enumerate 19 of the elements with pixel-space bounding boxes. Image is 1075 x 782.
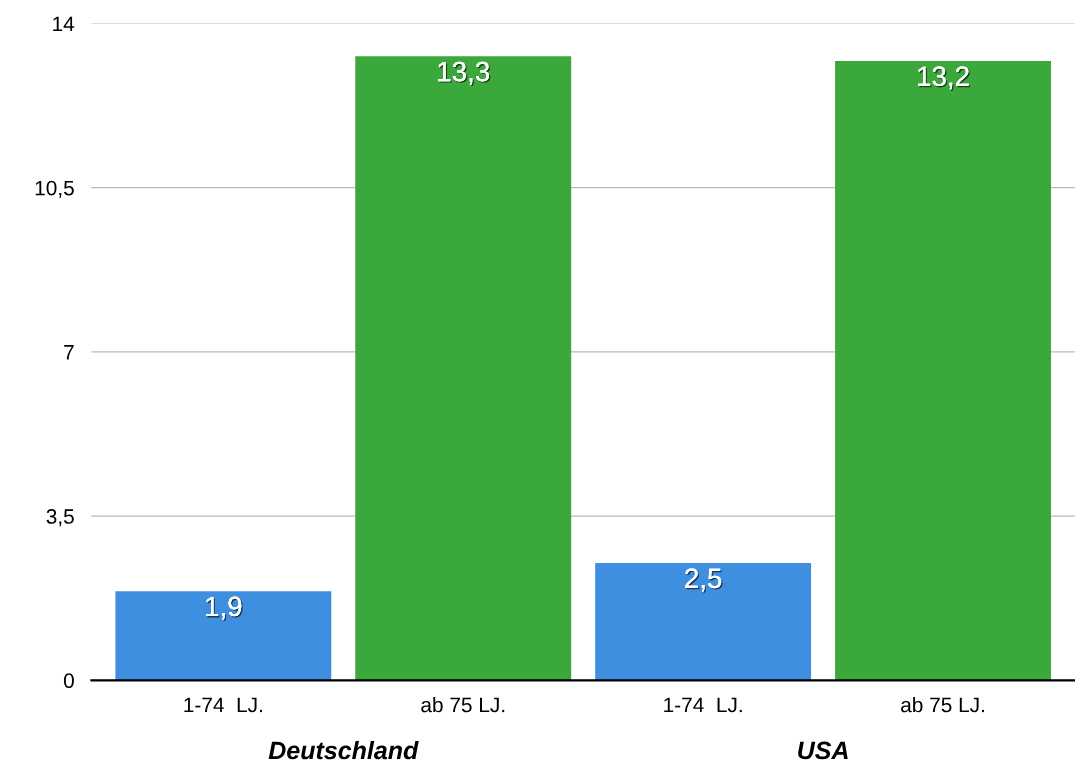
bar (595, 563, 812, 681)
text: Deutschland (268, 740, 419, 760)
x-tick-label: 1-74 LJ. (664, 697, 742, 713)
y-tick-label: 14 (53, 16, 75, 32)
data-label: 13,3 (438, 61, 491, 87)
y-tick-label: 0 (63, 673, 74, 689)
data-label: 2,5 (685, 568, 723, 593)
x-tick-label: 1-74 LJ. (184, 697, 262, 713)
x-tick-label: ab 75 LJ. (421, 697, 505, 713)
bar (835, 61, 1052, 681)
data-label: 13,2 (918, 66, 971, 91)
bar (355, 56, 572, 681)
x-tick-label: ab 75 LJ. (901, 697, 985, 713)
text: USA (798, 741, 848, 760)
bar (115, 591, 332, 681)
y-tick-label: 7 (64, 345, 74, 360)
y-tick-label: 3,5 (46, 509, 74, 527)
data-label: 1,9 (206, 596, 243, 621)
y-tick-label: 10,5 (35, 180, 74, 198)
